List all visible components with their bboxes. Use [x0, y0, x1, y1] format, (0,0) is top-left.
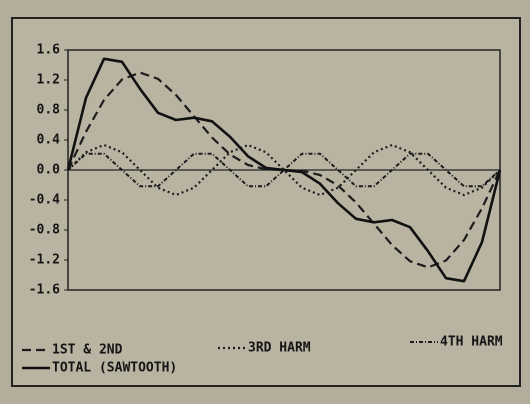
- series-line: [67, 143, 501, 197]
- series-line: [67, 152, 501, 188]
- y-tick-label: -1.2: [29, 253, 60, 268]
- legend-label: TOTAL (SAWTOOTH): [52, 361, 177, 376]
- y-tick-label: 0.4: [37, 133, 61, 148]
- y-tick-label: -1.6: [29, 283, 60, 298]
- legend-label: 3RD HARM: [248, 341, 311, 356]
- y-tick-label: -0.4: [29, 193, 60, 208]
- chart-frame: [11, 17, 521, 387]
- y-tick-label: -0.8: [29, 223, 60, 238]
- y-tick-label: 0.0: [37, 163, 61, 178]
- y-tick-label: 0.8: [37, 103, 61, 118]
- legend-label: 4TH HARM: [440, 335, 503, 350]
- legend-label: 1ST & 2ND: [52, 343, 123, 358]
- y-tick-label: 1.2: [37, 73, 60, 88]
- series-line: [66, 57, 502, 283]
- y-tick-label: 1.6: [37, 43, 61, 58]
